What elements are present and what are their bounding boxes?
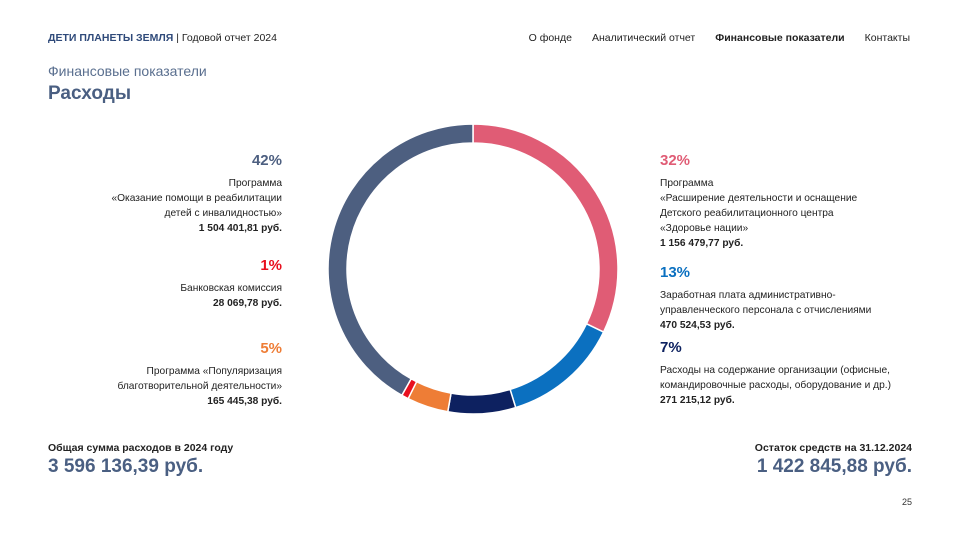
- nav-item-finance[interactable]: Финансовые показатели: [715, 32, 845, 44]
- amount-bank: 28 069,78 руб.: [212, 298, 282, 309]
- expansion-line3: Детского реабилитационного центра: [660, 208, 834, 219]
- pct-maintenance: 7%: [660, 339, 682, 356]
- report-title: Годовой отчет 2024: [181, 32, 277, 44]
- popular-line2: благотворительной деятельности»: [117, 381, 282, 392]
- label-bank: 1% Банковская комиссия 28 069,78 руб.: [180, 257, 282, 311]
- salary-line1: Заработная плата административно-: [660, 290, 836, 301]
- maintenance-line1: Расходы на содержание организации (офисн…: [660, 365, 890, 376]
- rehab-line2: «Оказание помощи в реабилитации: [111, 193, 282, 204]
- label-rehab: 42% Программа «Оказание помощи в реабили…: [111, 152, 282, 236]
- donut-slice-maintenance: [446, 388, 517, 415]
- nav-item-about[interactable]: О фонде: [528, 32, 572, 44]
- amount-expansion: 1 156 479,77 руб.: [660, 238, 744, 249]
- amount-maintenance: 271 215,12 руб.: [660, 395, 735, 406]
- page-title: Расходы: [48, 83, 132, 104]
- section-subtitle: Финансовые показатели: [48, 63, 207, 79]
- balance-value: 1 422 845,88 руб.: [756, 456, 912, 477]
- donut-slice-salary: [509, 322, 605, 409]
- nav-item-contacts[interactable]: Контакты: [864, 32, 910, 44]
- nav-item-analytics[interactable]: Аналитический отчет: [591, 32, 696, 44]
- label-salary: 13% Заработная плата административно- уп…: [660, 264, 871, 333]
- amount-rehab: 1 504 401,81 руб.: [198, 223, 282, 234]
- maintenance-line2: командировочные расходы, оборудование и …: [660, 380, 891, 391]
- page-number: 25: [901, 497, 912, 507]
- salary-line2: управленческого персонала с отчислениями: [660, 305, 872, 316]
- pct-bank: 1%: [260, 257, 282, 274]
- donut-slice-expansion: [472, 123, 619, 334]
- expansion-line4: «Здоровье нации»: [660, 223, 749, 234]
- label-popular: 5% Программа «Популяризация благотворите…: [117, 340, 282, 409]
- header: ДЕТИ ПЛАНЕТЫ ЗЕМЛЯ | Годовой отчет 2024: [48, 32, 277, 44]
- label-maintenance: 7% Расходы на содержание организации (оф…: [660, 339, 891, 408]
- pct-expansion: 32%: [660, 152, 691, 169]
- donut-slice-rehab: [327, 123, 474, 397]
- total-expenses-value: 3 596 136,39 руб.: [48, 456, 204, 477]
- brand-name: ДЕТИ ПЛАНЕТЫ ЗЕМЛЯ: [48, 32, 174, 44]
- label-expansion: 32% Программа «Расширение деятельности и…: [660, 152, 857, 251]
- pct-salary: 13%: [660, 264, 691, 281]
- popular-line1: Программа «Популяризация: [146, 366, 282, 377]
- amount-popular: 165 445,38 руб.: [207, 396, 282, 407]
- amount-salary: 470 524,53 руб.: [660, 320, 735, 331]
- pct-rehab: 42%: [251, 152, 282, 169]
- header-separator: |: [173, 32, 182, 44]
- balance-label: Остаток средств на 31.12.2024: [754, 442, 912, 454]
- bank-line1: Банковская комиссия: [180, 283, 282, 294]
- rehab-line3: детей с инвалидностью»: [164, 208, 282, 219]
- rehab-line1: Программа: [228, 178, 282, 189]
- top-nav: О фонде Аналитический отчет Финансовые п…: [529, 32, 910, 44]
- expansion-line1: Программа: [660, 178, 714, 189]
- pct-popular: 5%: [260, 340, 282, 357]
- total-expenses-label: Общая сумма расходов в 2024 году: [48, 442, 234, 454]
- expansion-line2: «Расширение деятельности и оснащение: [660, 193, 858, 204]
